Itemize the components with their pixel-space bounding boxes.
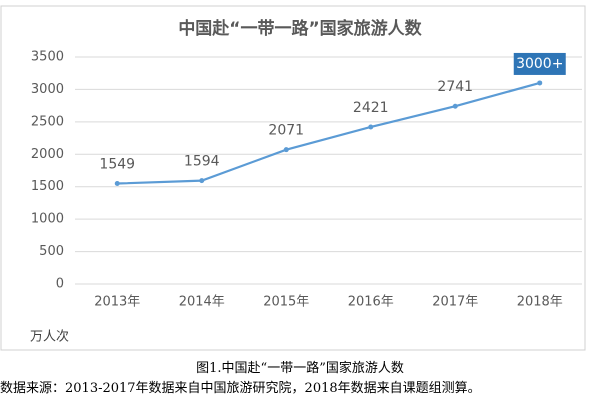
data-label: 1549 bbox=[99, 157, 135, 173]
label-box bbox=[513, 52, 566, 75]
data-label: 2741 bbox=[437, 79, 473, 95]
source: 数据来源：2013-2017年数据来自中国旅游研究院，2018年数据来自课题组测… bbox=[0, 381, 481, 396]
point bbox=[114, 181, 120, 187]
data-label: 3000+ bbox=[516, 56, 563, 72]
point bbox=[283, 147, 289, 153]
x-tick-label: 2016年 bbox=[348, 295, 394, 310]
chart: 中国赴“一带一路”国家旅游人数 万人次 0 500 1000 1500 2000 2500… bbox=[0, 5, 586, 351]
y-tick-label: 1000 bbox=[31, 212, 64, 227]
data-label: 1594 bbox=[184, 154, 220, 170]
point bbox=[199, 178, 205, 184]
y-tick-label: 1500 bbox=[31, 179, 64, 194]
chart-title: 中国赴“一带一路”国家旅游人数 bbox=[178, 18, 422, 39]
line bbox=[117, 81, 541, 185]
y-tick-label: 3500 bbox=[31, 50, 64, 65]
y-tick-label: 2000 bbox=[31, 147, 64, 162]
caption: 图1.中国赴“一带一路”国家旅游人数 bbox=[196, 361, 404, 376]
data-label: 2421 bbox=[353, 100, 389, 116]
y-tick-label: 500 bbox=[39, 244, 64, 259]
y-tick-label: 0 bbox=[56, 277, 64, 292]
y-unit: 万人次 bbox=[30, 329, 69, 345]
point bbox=[452, 103, 458, 109]
point bbox=[537, 80, 543, 86]
x-tick-label: 2013年 bbox=[94, 295, 140, 310]
x-tick-label: 2015年 bbox=[263, 295, 309, 310]
point bbox=[368, 124, 374, 130]
x-tick-label: 2018年 bbox=[517, 295, 563, 310]
chart-border bbox=[0, 5, 586, 351]
x-tick-label: 2014年 bbox=[179, 295, 225, 310]
x-tick-label: 2017年 bbox=[432, 295, 478, 310]
data-label: 2071 bbox=[268, 123, 304, 139]
y-tick-label: 2500 bbox=[31, 114, 64, 129]
y-tick-label: 3000 bbox=[31, 82, 64, 97]
